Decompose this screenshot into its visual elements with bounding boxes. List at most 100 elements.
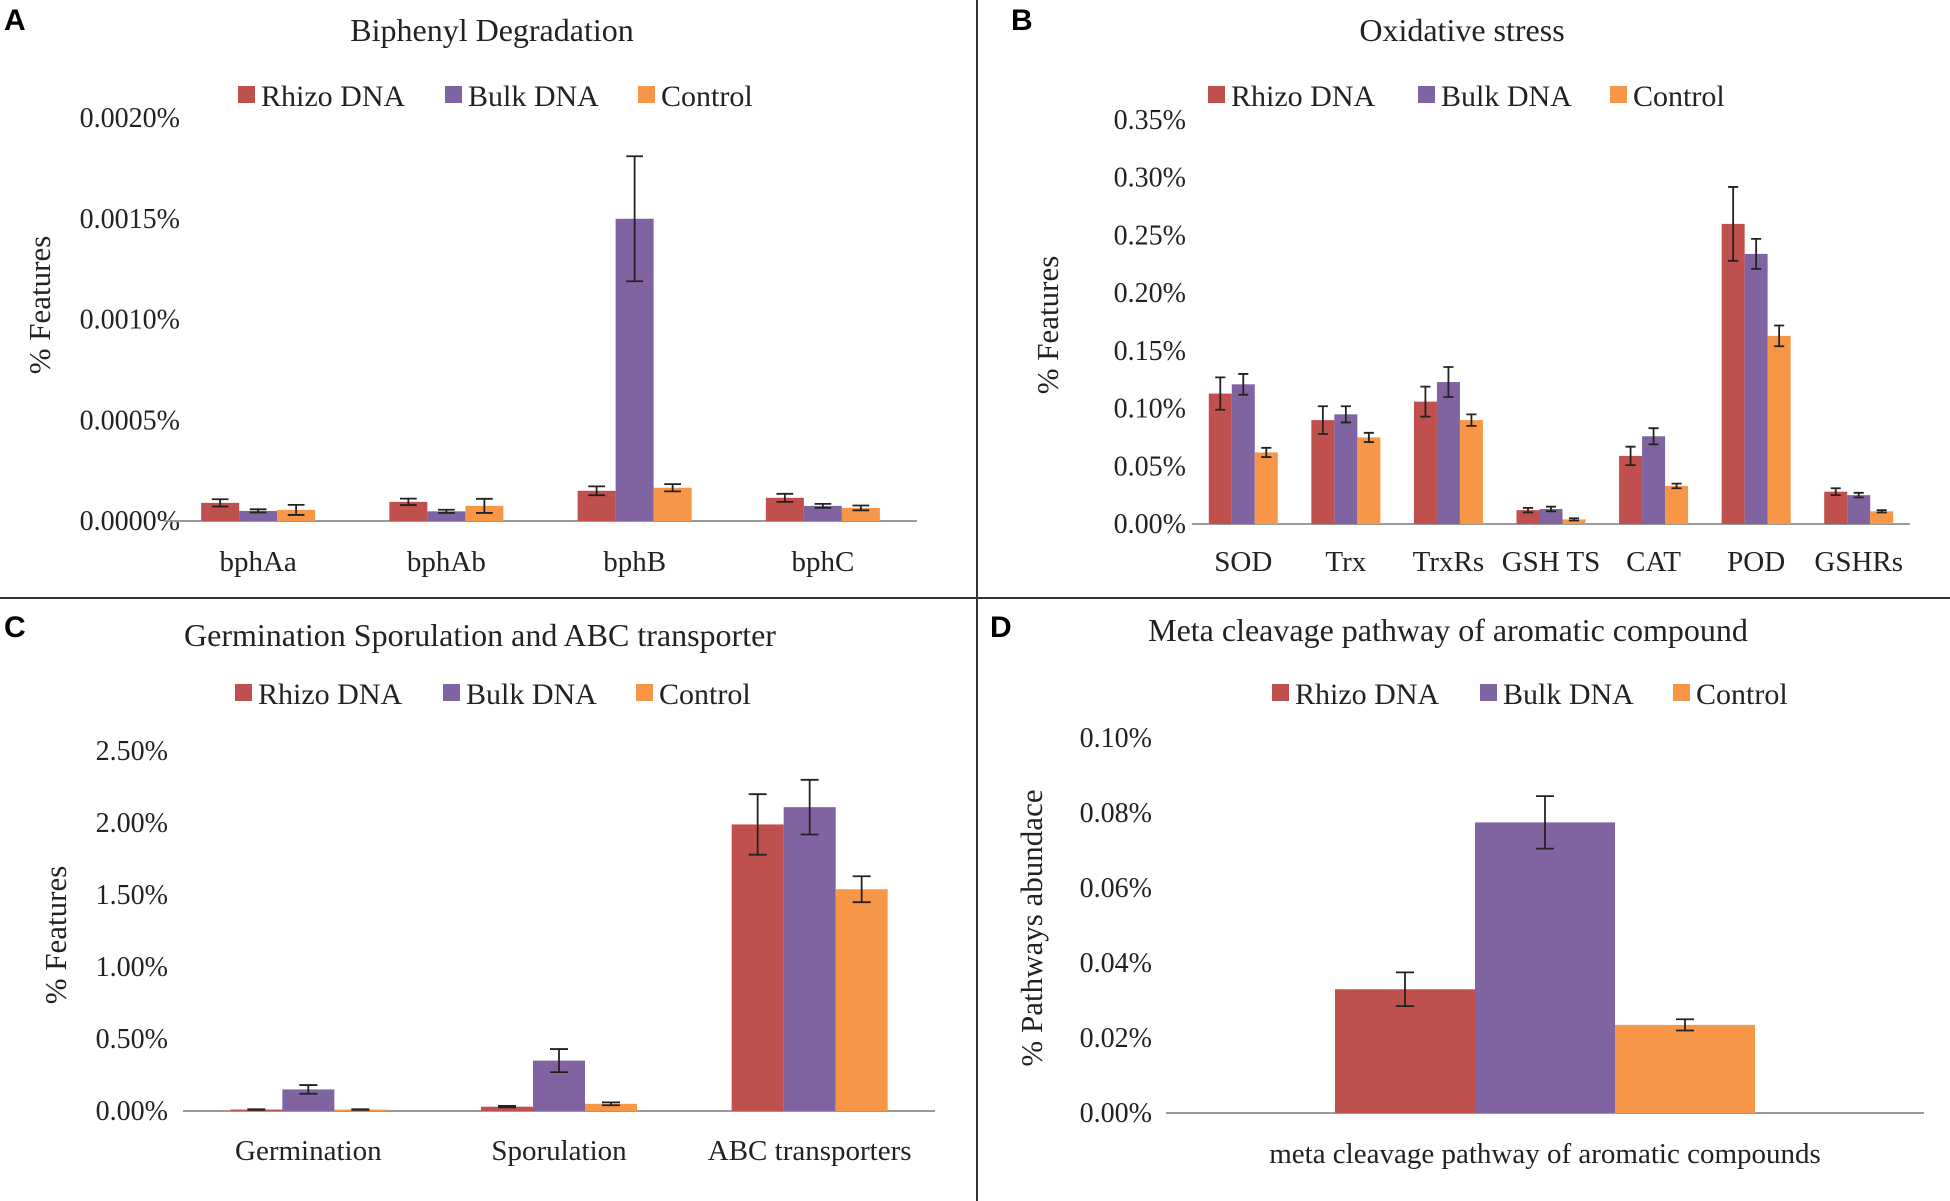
error-bar-b-rhizo-6 [1830, 487, 1841, 497]
chart-title-d: Meta cleavage pathway of aromatic compou… [1148, 612, 1748, 648]
error-bar-c-rhizo-0 [247, 1108, 266, 1111]
legend-label-rhizo-d: Rhizo DNA [1295, 678, 1439, 711]
error-bar-d-control-0 [1676, 1018, 1694, 1032]
bar-c-rhizo-1 [481, 1106, 533, 1111]
panel-b: B Oxidative stress Rhizo DNA Bulk DNA Co… [1011, 4, 1910, 578]
y-tick-label-c-4: 2.00% [96, 808, 168, 839]
error-bar-b-control-0 [1261, 446, 1272, 458]
bar-b-control-6 [1870, 511, 1894, 524]
bar-d-rhizo-0 [1335, 989, 1475, 1113]
error-bar-c-bulk-2 [800, 778, 819, 836]
y-tick-label-d-3: 0.06% [1080, 873, 1152, 904]
error-bar-b-bulk-6 [1853, 491, 1864, 499]
legend-label-control-c: Control [659, 678, 751, 711]
legend-label-bulk-d: Bulk DNA [1503, 678, 1634, 711]
bar-b-rhizo-3 [1516, 510, 1540, 524]
y-tick-label-b-6: 0.30% [1114, 163, 1186, 194]
bar-b-control-0 [1254, 452, 1278, 524]
error-bar-b-bulk-0 [1238, 373, 1249, 396]
legend-b: Rhizo DNA Bulk DNA Control [1208, 80, 1725, 113]
bar-b-control-5 [1767, 335, 1791, 524]
x-tick-label-c-2: ABC transporters [708, 1135, 912, 1167]
legend-label-control-d: Control [1696, 678, 1788, 711]
error-bar-a-rhizo-1 [400, 497, 417, 506]
plot-area-c: 0.00% 0.50% 1.00% 1.50% 2.00% 2.50% Germinatio… [96, 736, 935, 1167]
chart-title-c: Germination Sporulation and ABC transpor… [184, 617, 776, 653]
x-tick-label-b-1: Trx [1325, 546, 1366, 578]
error-bar-b-control-2 [1466, 413, 1477, 427]
y-tick-label-b-3: 0.15% [1114, 336, 1186, 367]
error-bar-b-rhizo-1 [1317, 405, 1328, 435]
y-tick-label-c-2: 1.00% [96, 952, 168, 983]
error-bar-a-control-2 [664, 483, 681, 493]
y-tick-label-c-5: 2.50% [96, 736, 168, 767]
y-tick-label-b-4: 0.20% [1114, 278, 1186, 309]
y-tick-label-b-0: 0.00% [1114, 509, 1186, 540]
error-bar-a-rhizo-0 [211, 498, 229, 508]
bar-c-bulk-0 [282, 1089, 335, 1111]
y-tick-label-a-1: 0.0005% [80, 405, 180, 436]
bar-b-bulk-4 [1642, 436, 1666, 524]
bar-b-bulk-5 [1744, 253, 1768, 524]
error-bar-b-rhizo-3 [1522, 506, 1534, 514]
error-bar-b-control-4 [1671, 482, 1682, 490]
error-bar-a-rhizo-2 [588, 485, 605, 497]
x-tick-label-b-3: GSH TS [1502, 546, 1601, 578]
x-tick-label-b-4: CAT [1626, 546, 1681, 578]
panel-letter-a: A [4, 4, 26, 37]
x-tick-label-a-0: bphAa [219, 546, 296, 578]
bar-a-bulk-3 [803, 505, 842, 521]
bar-b-rhizo-5 [1721, 223, 1745, 524]
bar-b-rhizo-0 [1208, 393, 1232, 524]
y-tick-label-a-2: 0.0010% [80, 305, 180, 336]
bar-b-rhizo-2 [1413, 401, 1437, 524]
plot-area-a: 0.0000% 0.0005% 0.0010% 0.0015% 0.0020% bphAa… [80, 103, 917, 578]
error-bar-b-bulk-4 [1648, 427, 1659, 446]
y-tick-label-c-1: 0.50% [96, 1024, 168, 1055]
y-axis-label-b: % Features [1030, 256, 1065, 395]
y-tick-label-d-4: 0.08% [1080, 798, 1152, 829]
legend-swatch-bulk-a [445, 86, 462, 103]
bar-b-bulk-6 [1847, 495, 1871, 524]
y-tick-label-b-1: 0.05% [1114, 451, 1186, 482]
y-tick-label-b-5: 0.25% [1114, 220, 1186, 251]
error-bar-b-control-6 [1876, 509, 1887, 514]
y-tick-label-a-0: 0.0000% [80, 506, 180, 537]
bar-c-control-2 [835, 889, 888, 1111]
plot-area-d: 0.00% 0.02% 0.04% 0.06% 0.08% 0.10% meta cleav… [1080, 723, 1924, 1170]
bar-b-bulk-0 [1231, 384, 1255, 524]
legend-label-rhizo-b: Rhizo DNA [1231, 80, 1375, 113]
legend-d: Rhizo DNA Bulk DNA Control [1272, 678, 1788, 711]
x-tick-label-a-1: bphAb [407, 546, 486, 578]
y-axis-label-c: % Features [38, 866, 73, 1005]
legend-swatch-rhizo-c [235, 684, 252, 701]
panel-c: C Germination Sporulation and ABC transp… [4, 611, 935, 1167]
error-bar-a-control-1 [476, 497, 493, 514]
legend-swatch-bulk-c [443, 684, 460, 701]
legend-label-rhizo-c: Rhizo DNA [258, 678, 402, 711]
panel-d: D Meta cleavage pathway of aromatic comp… [990, 611, 1924, 1170]
x-tick-label-a-3: bphC [791, 546, 854, 578]
error-bar-a-bulk-1 [438, 508, 455, 514]
legend-swatch-control-d [1673, 684, 1690, 701]
legend-label-control-a: Control [661, 80, 753, 113]
bar-b-rhizo-6 [1824, 491, 1848, 524]
panel-a: A Biphenyl Degradation Rhizo DNA Bulk DN… [4, 4, 917, 578]
error-bar-b-bulk-3 [1545, 505, 1557, 513]
panel-letter-b: B [1011, 4, 1033, 37]
error-bar-b-rhizo-4 [1625, 445, 1636, 467]
error-bar-d-bulk-0 [1536, 795, 1554, 850]
error-bar-b-control-5 [1774, 324, 1785, 348]
bar-a-rhizo-3 [765, 497, 804, 521]
y-tick-label-a-3: 0.0015% [80, 204, 180, 235]
error-bar-c-control-1 [602, 1101, 620, 1107]
error-bar-d-rhizo-0 [1396, 971, 1414, 1008]
error-bar-b-bulk-1 [1340, 405, 1351, 424]
error-bar-b-control-1 [1363, 431, 1374, 443]
y-tick-label-a-4: 0.0020% [80, 103, 180, 134]
y-tick-label-d-0: 0.00% [1080, 1098, 1152, 1129]
error-bar-c-rhizo-2 [748, 793, 767, 856]
bar-b-bulk-3 [1539, 508, 1563, 524]
x-tick-label-b-0: SOD [1214, 546, 1272, 578]
